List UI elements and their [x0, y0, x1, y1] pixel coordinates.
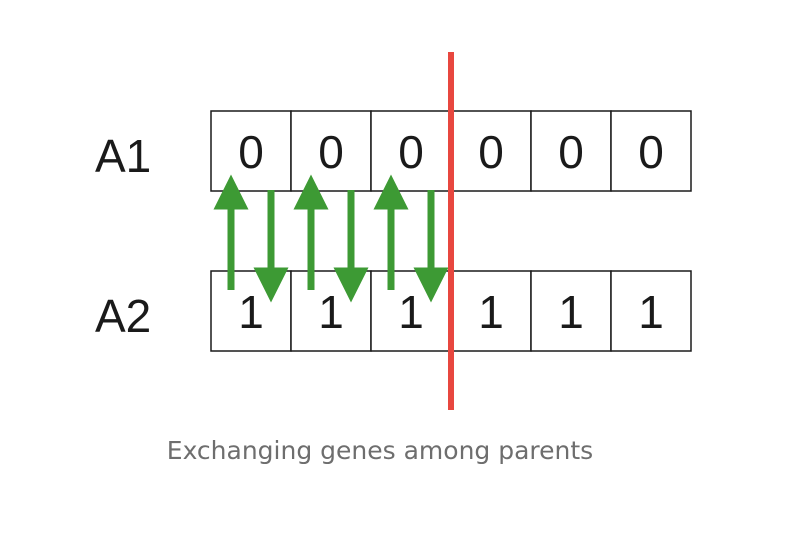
row-label-a2: A2	[95, 290, 151, 342]
row-label-a1: A1	[95, 130, 151, 182]
gene-cell	[610, 270, 692, 352]
gene-value: 1	[638, 286, 664, 338]
gene-value: 0	[638, 126, 664, 178]
gene-cell	[450, 110, 532, 192]
gene-value: 0	[398, 126, 424, 178]
gene-value: 1	[398, 286, 424, 338]
gene-value: 1	[558, 286, 584, 338]
exchange-arrows	[213, 174, 449, 303]
gene-value: 0	[478, 126, 504, 178]
gene-cell	[530, 270, 612, 352]
gene-value: 1	[238, 286, 264, 338]
gene-value: 1	[478, 286, 504, 338]
gene-cell	[610, 110, 692, 192]
gene-value: 0	[318, 126, 344, 178]
gene-value: 0	[238, 126, 264, 178]
gene-value: 1	[318, 286, 344, 338]
gene-value: 0	[558, 126, 584, 178]
gene-cell	[450, 270, 532, 352]
figure-caption: Exchanging genes among parents	[166, 436, 594, 465]
gene-cell	[530, 110, 612, 192]
chromosome-a2: 1 1 1 1 1 1	[210, 270, 692, 352]
